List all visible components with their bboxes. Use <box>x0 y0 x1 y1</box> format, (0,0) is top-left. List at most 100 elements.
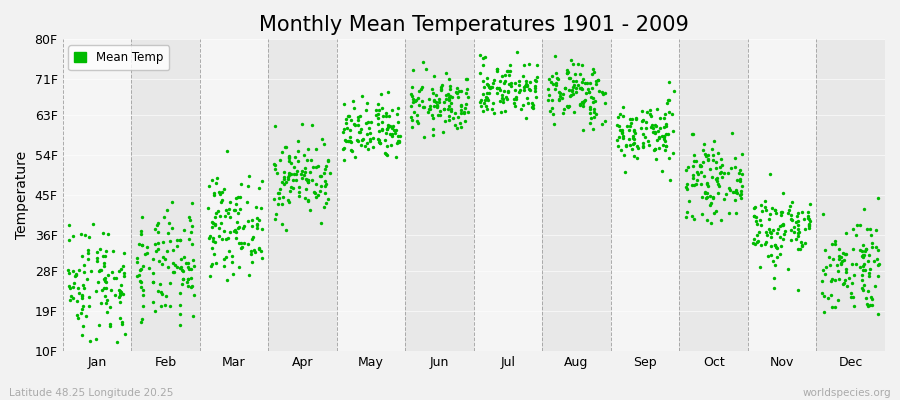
Point <box>768 207 782 214</box>
Point <box>220 148 234 154</box>
Point <box>244 248 258 254</box>
Point <box>389 154 403 160</box>
Point <box>549 80 563 86</box>
Point <box>102 358 116 364</box>
Point <box>454 110 468 116</box>
Point <box>586 95 600 101</box>
Point <box>454 88 468 94</box>
Point <box>561 69 575 75</box>
Point <box>70 298 85 304</box>
Point <box>724 186 738 193</box>
Point <box>659 142 673 149</box>
Point <box>89 336 104 343</box>
Point <box>589 111 603 118</box>
Point <box>508 103 522 110</box>
Point <box>832 256 847 263</box>
Point <box>406 67 420 73</box>
Point <box>616 133 630 139</box>
Point <box>514 106 528 112</box>
Point <box>201 205 215 211</box>
Point <box>112 299 127 305</box>
Point <box>782 206 796 213</box>
Point <box>680 181 694 188</box>
Point <box>112 287 126 294</box>
Point <box>441 91 455 97</box>
Point <box>516 73 530 79</box>
Point <box>598 118 613 124</box>
Point <box>301 176 315 183</box>
Point <box>525 100 539 106</box>
Point <box>450 114 464 120</box>
Point <box>446 115 461 121</box>
Point <box>301 179 315 185</box>
Point <box>642 141 656 148</box>
Point <box>68 272 83 278</box>
Point <box>586 66 600 73</box>
Point <box>838 230 852 237</box>
Point <box>693 163 707 170</box>
Point <box>375 127 390 134</box>
Point <box>698 173 712 180</box>
Point <box>460 86 474 92</box>
Point <box>318 166 332 172</box>
Point <box>298 195 312 201</box>
Point <box>296 152 310 158</box>
Point <box>435 82 449 88</box>
Point <box>700 194 715 200</box>
Point <box>747 213 761 219</box>
Point <box>140 250 155 256</box>
Point <box>434 86 448 92</box>
Point <box>234 245 248 251</box>
Point <box>832 246 846 252</box>
Point <box>648 129 662 136</box>
Point <box>429 102 444 108</box>
Point <box>852 222 867 228</box>
Point <box>151 246 166 252</box>
Point <box>498 108 512 115</box>
Point <box>794 238 808 245</box>
Point <box>282 170 296 176</box>
Point <box>346 98 360 104</box>
Point <box>622 126 636 133</box>
Point <box>556 106 571 113</box>
Point <box>344 147 358 154</box>
Point <box>648 146 662 152</box>
Point <box>528 94 543 100</box>
Point <box>475 91 490 98</box>
Point <box>773 211 788 218</box>
Point <box>94 287 109 293</box>
Point <box>857 206 871 212</box>
Point <box>381 124 395 130</box>
Point <box>293 171 308 177</box>
Point <box>750 239 764 246</box>
Point <box>208 210 222 216</box>
Point <box>441 103 455 110</box>
Point <box>381 89 395 96</box>
Point <box>582 120 597 126</box>
Point <box>229 201 243 207</box>
Point <box>775 222 789 228</box>
Point <box>780 266 795 272</box>
Point <box>450 125 464 132</box>
Point <box>714 217 728 223</box>
Point <box>766 258 780 264</box>
Point <box>418 104 432 110</box>
Point <box>663 176 678 183</box>
Point <box>181 276 195 282</box>
Point <box>776 222 790 228</box>
Point <box>574 85 589 92</box>
Point <box>288 154 302 161</box>
Point <box>518 82 532 89</box>
Point <box>283 152 297 159</box>
Point <box>758 197 772 204</box>
Point <box>626 135 641 142</box>
Point <box>131 272 146 278</box>
Point <box>80 256 94 262</box>
Point <box>415 98 429 104</box>
Point <box>282 154 296 160</box>
Point <box>565 91 580 97</box>
Point <box>501 72 516 78</box>
Point <box>615 128 629 135</box>
Point <box>207 221 221 228</box>
Point <box>681 164 696 170</box>
